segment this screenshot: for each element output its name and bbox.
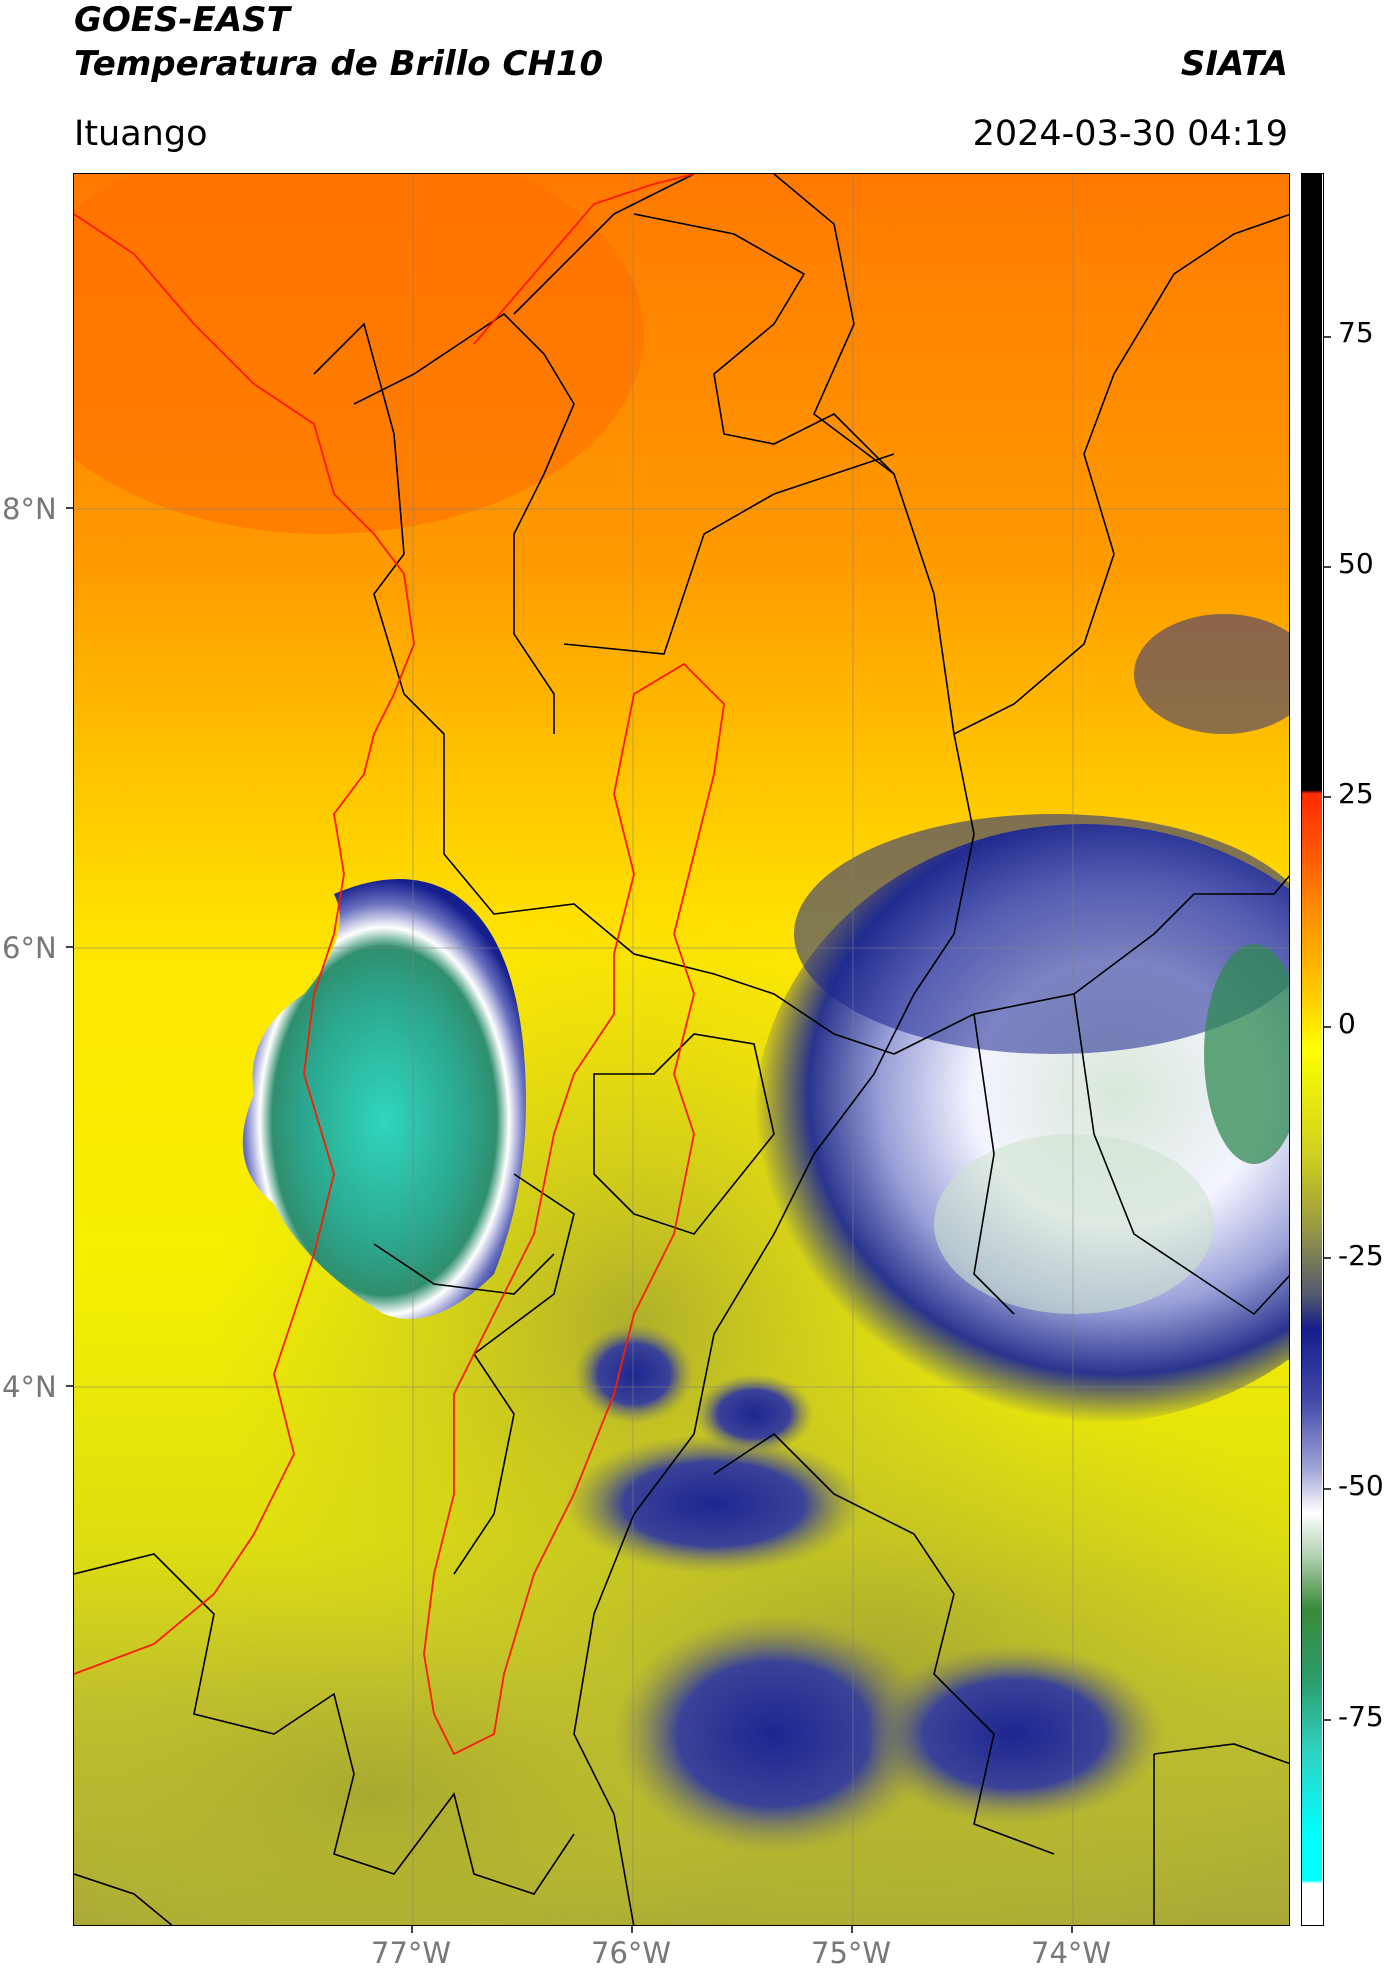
- lon-label-74w: 74°W: [1031, 1936, 1112, 1970]
- satellite-map: [73, 173, 1290, 1926]
- lat-label-4n: 4°N: [2, 1370, 57, 1404]
- lon-label-77w: 77°W: [371, 1936, 452, 1970]
- coastline-and-basin: [74, 174, 725, 1756]
- colorbar-tick-minus-75: -75: [1338, 1700, 1384, 1733]
- lon-label-75w: 75°W: [811, 1936, 892, 1970]
- lon-label-76w: 76°W: [591, 1936, 672, 1970]
- lat-label-6n: 6°N: [2, 931, 57, 965]
- admin-borders: [74, 174, 1289, 1925]
- colorbar-tick-minus-25: -25: [1338, 1239, 1384, 1272]
- colorbar-gradient: [1302, 174, 1322, 1924]
- colorbar-tick-minus-50: -50: [1338, 1469, 1384, 1502]
- title-line-1: GOES-EAST: [74, 0, 290, 40]
- lat-label-8n: 8°N: [2, 492, 57, 526]
- colorbar-tick-0: 0: [1338, 1007, 1356, 1040]
- timestamp-label: 2024-03-30 04:19: [972, 114, 1288, 154]
- region-label: Ituango: [74, 114, 208, 154]
- map-canvas: [74, 174, 1289, 1925]
- colorbar-tick-75: 75: [1338, 316, 1374, 349]
- colorbar: [1301, 173, 1324, 1926]
- title-line-2: Temperatura de Brillo CH10: [74, 44, 604, 84]
- colorbar-tick-50: 50: [1338, 547, 1374, 580]
- western-storm-cell: [242, 879, 526, 1319]
- org-label: SIATA: [1180, 44, 1288, 84]
- colorbar-tick-25: 25: [1338, 777, 1374, 810]
